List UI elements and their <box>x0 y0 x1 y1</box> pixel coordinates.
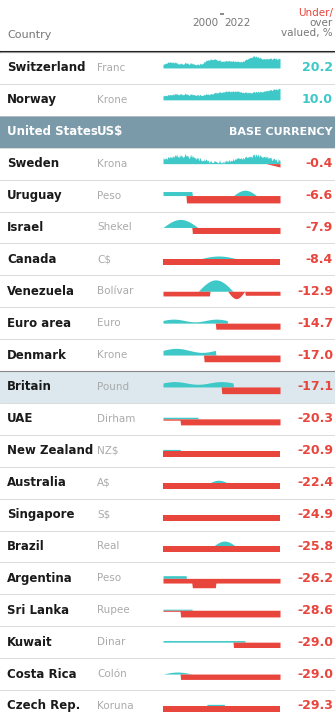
Text: Real: Real <box>97 542 119 552</box>
Text: Rupee: Rupee <box>97 605 130 615</box>
Text: -8.4: -8.4 <box>306 253 333 266</box>
Text: S$: S$ <box>97 510 110 520</box>
Text: Kuwait: Kuwait <box>7 635 53 648</box>
Text: Bolívar: Bolívar <box>97 286 133 296</box>
Text: -20.3: -20.3 <box>297 412 333 425</box>
Bar <box>0 371 335 403</box>
Text: Uruguay: Uruguay <box>7 189 63 202</box>
Text: over: over <box>310 18 333 28</box>
Text: Australia: Australia <box>7 476 67 489</box>
Text: -25.8: -25.8 <box>297 540 333 553</box>
Text: -17.1: -17.1 <box>297 380 333 393</box>
Text: -29.3: -29.3 <box>297 700 333 713</box>
Text: Shekel: Shekel <box>97 222 132 232</box>
Text: Krona: Krona <box>97 159 127 169</box>
Text: -14.7: -14.7 <box>297 317 333 330</box>
Text: Euro area: Euro area <box>7 317 71 330</box>
Text: Argentina: Argentina <box>7 572 73 585</box>
Text: UAE: UAE <box>7 412 34 425</box>
Text: Country: Country <box>7 30 51 40</box>
Text: 2000: 2000 <box>192 18 218 28</box>
Text: Switzerland: Switzerland <box>7 61 85 74</box>
Text: Canada: Canada <box>7 253 57 266</box>
Text: -26.2: -26.2 <box>297 572 333 585</box>
Text: Brazil: Brazil <box>7 540 45 553</box>
Text: BASE CURRENCY: BASE CURRENCY <box>229 127 333 136</box>
Text: -12.9: -12.9 <box>297 284 333 297</box>
Text: -28.6: -28.6 <box>297 604 333 617</box>
Text: 2022: 2022 <box>224 18 251 28</box>
Text: Dirham: Dirham <box>97 414 135 424</box>
Text: -6.6: -6.6 <box>306 189 333 202</box>
Text: 10.0: 10.0 <box>302 93 333 106</box>
Text: New Zealand: New Zealand <box>7 444 93 457</box>
Text: 20.2: 20.2 <box>302 61 333 74</box>
Text: United States: United States <box>7 125 98 138</box>
Text: -17.0: -17.0 <box>297 349 333 362</box>
Text: Krone: Krone <box>97 350 127 360</box>
Text: -20.9: -20.9 <box>297 444 333 457</box>
Text: Israel: Israel <box>7 221 44 234</box>
Text: Norway: Norway <box>7 93 57 106</box>
Text: Peso: Peso <box>97 573 121 583</box>
Text: -29.0: -29.0 <box>297 635 333 648</box>
Text: Britain: Britain <box>7 380 52 393</box>
Text: Koruna: Koruna <box>97 701 134 711</box>
Text: Franc: Franc <box>97 63 125 73</box>
Text: NZ$: NZ$ <box>97 445 119 456</box>
Text: Sweden: Sweden <box>7 157 59 170</box>
Text: -29.0: -29.0 <box>297 668 333 681</box>
Text: valued, %: valued, % <box>281 28 333 38</box>
Text: Colón: Colón <box>97 669 127 679</box>
Text: Venezuela: Venezuela <box>7 284 75 297</box>
Text: US$: US$ <box>97 125 123 138</box>
Text: Euro: Euro <box>97 318 121 329</box>
Text: -22.4: -22.4 <box>297 476 333 489</box>
Text: A$: A$ <box>97 478 111 487</box>
Text: Pound: Pound <box>97 382 129 392</box>
Text: Czech Rep.: Czech Rep. <box>7 700 80 713</box>
Text: -0.4: -0.4 <box>306 157 333 170</box>
Text: Under/: Under/ <box>298 8 333 18</box>
Text: C$: C$ <box>97 254 111 264</box>
Text: Dinar: Dinar <box>97 637 125 647</box>
Text: -7.9: -7.9 <box>306 221 333 234</box>
Text: Costa Rica: Costa Rica <box>7 668 77 681</box>
Text: Singapore: Singapore <box>7 508 74 521</box>
Text: -24.9: -24.9 <box>297 508 333 521</box>
Text: Denmark: Denmark <box>7 349 67 362</box>
Text: Krone: Krone <box>97 95 127 105</box>
Text: Sri Lanka: Sri Lanka <box>7 604 69 617</box>
Bar <box>0 116 335 148</box>
Text: Peso: Peso <box>97 191 121 201</box>
